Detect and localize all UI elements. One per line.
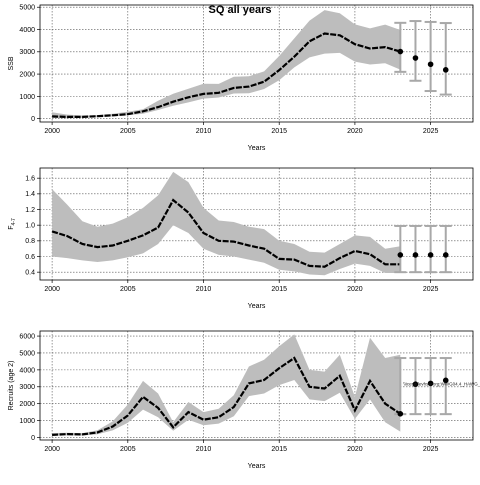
x-axis-label: Years [248, 145, 266, 152]
y-tick-label: 1.0 [25, 223, 35, 230]
x-tick-label: 2015 [271, 446, 287, 453]
source-annotation: \\icesgdevhsw:org:WWG04.4_HAWG_Stock_Her… [403, 381, 480, 386]
x-tick-label: 2025 [423, 286, 439, 293]
y-axis-label: SSB [8, 56, 15, 70]
x-tick-label: 2005 [120, 286, 136, 293]
y-tick-label: 4000 [19, 367, 35, 374]
y-tick-label: 1.4 [25, 191, 35, 198]
x-tick-label: 2020 [347, 286, 363, 293]
projection-point [427, 380, 434, 387]
x-tick-label: 2015 [271, 286, 287, 293]
x-tick-label: 2025 [423, 446, 439, 453]
y-tick-label: 2000 [19, 401, 35, 408]
x-tick-label: 2010 [196, 286, 212, 293]
y-tick-label: 4000 [19, 27, 35, 34]
x-axis-label: Years [248, 303, 266, 310]
x-tick-label: 2000 [44, 128, 60, 135]
uncertainty-band [52, 10, 401, 119]
plot-frame [39, 167, 474, 281]
uncertainty-band [52, 334, 401, 436]
y-tick-label: 0.4 [25, 270, 35, 277]
y-axis-label: F4-7 [8, 218, 17, 230]
y-tick-label: 0.6 [25, 254, 35, 261]
y-tick-label: 2000 [19, 71, 35, 78]
y-tick-label: 3000 [19, 384, 35, 391]
projection-point [427, 61, 434, 68]
x-tick-label: 2025 [423, 128, 439, 135]
chart-title: SQ all years [209, 4, 272, 16]
y-tick-label: 0.8 [25, 238, 35, 245]
y-tick-label: 1000 [19, 94, 35, 101]
x-tick-label: 2015 [271, 128, 287, 135]
median-line [52, 356, 401, 436]
x-axis-label: Years [248, 463, 266, 470]
x-tick-label: 2010 [196, 446, 212, 453]
projection-point [427, 252, 434, 258]
x-tick-label: 2000 [44, 446, 60, 453]
y-tick-label: 1.6 [25, 176, 35, 183]
x-tick-label: 2000 [44, 286, 60, 293]
projection-point [412, 252, 419, 258]
y-axis-label-subscript: 4-7 [11, 218, 17, 225]
projection-point [397, 48, 404, 55]
y-tick-label: 5000 [19, 350, 35, 357]
x-tick-label: 2005 [120, 446, 136, 453]
median-line [52, 32, 401, 119]
panel-2: 2000 2005 2010 2015 2020 2025 0.4 0.6 0.8 1.0 1.2 1… [8, 167, 474, 310]
y-axis-label-main: F [8, 225, 15, 229]
x-tick-label: 2020 [347, 128, 363, 135]
x-tick-label: 2010 [196, 128, 212, 135]
panel-3: 2000 2005 2010 2015 2020 2025 0 1000 2000 3000 400… [8, 330, 480, 470]
projection-point [442, 67, 449, 73]
projection-point [442, 252, 449, 258]
plot-frame [39, 4, 474, 123]
median-line [51, 198, 401, 268]
y-tick-label: 6000 [19, 333, 35, 340]
projection-point [397, 411, 404, 417]
y-tick-label: 3000 [19, 49, 35, 56]
plot-frame [39, 330, 474, 441]
y-tick-label: 5000 [19, 5, 35, 12]
chart-panels: 2000 2005 2010 2015 2020 2025 0 1000 2000 3000 400… [8, 4, 480, 470]
projection-point [442, 377, 449, 384]
x-tick-label: 2020 [347, 446, 363, 453]
x-tick-label: 2005 [120, 128, 136, 135]
y-axis-label: Recruits (age 2) [8, 361, 15, 411]
panel-1: 2000 2005 2010 2015 2020 2025 0 1000 2000 3000 400… [8, 4, 474, 152]
y-tick-label: 0 [31, 116, 35, 123]
y-tick-label: 1000 [19, 418, 35, 425]
projection-point [397, 252, 404, 258]
projection-point [412, 55, 419, 61]
uncertainty-band [52, 171, 401, 276]
y-tick-label: 1.2 [25, 207, 35, 214]
y-tick-label: 0 [31, 435, 35, 442]
projection-point [412, 381, 419, 388]
